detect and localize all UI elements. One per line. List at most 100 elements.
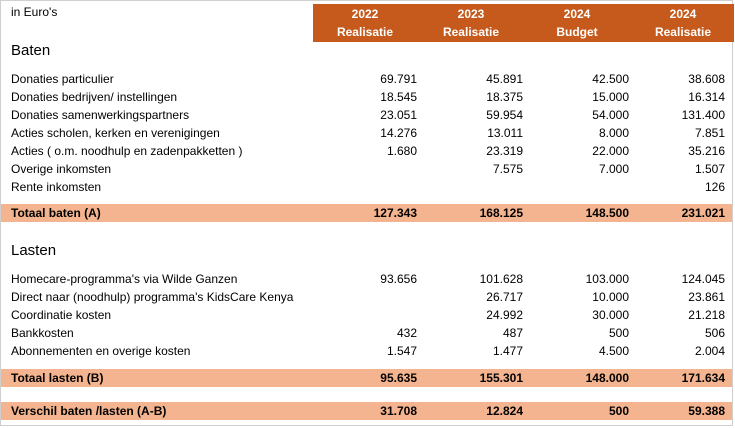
cell-2023: 12.824 <box>486 404 523 418</box>
row-label: Totaal baten (A) <box>11 206 101 220</box>
cell-2024-realisatie: 35.216 <box>688 144 725 158</box>
unit-label: in Euro's <box>11 5 58 19</box>
cell-2023: 45.891 <box>486 72 523 86</box>
table-row: Bankkosten 432 487 500 506 <box>1 324 732 342</box>
cell-2024-realisatie: 21.218 <box>688 308 725 322</box>
column-header-bar: 2022 Realisatie 2023 Realisatie 2024 Bud… <box>313 4 734 42</box>
cell-2024-budget: 54.000 <box>592 108 629 122</box>
section-heading-baten: Baten <box>1 39 732 61</box>
row-label: Donaties samenwerkingspartners <box>11 108 190 122</box>
cell-2023: 26.717 <box>486 290 523 304</box>
cell-2024-realisatie: 124.045 <box>681 272 725 286</box>
table-row: Overige inkomsten 7.575 7.000 1.507 <box>1 160 732 178</box>
cell-2024-budget: 22.000 <box>592 144 629 158</box>
table-row: Acties ( o.m. noodhulp en zadenpakketten… <box>1 142 732 160</box>
column-year: 2024 <box>563 7 591 21</box>
cell-2023: 13.011 <box>487 126 523 140</box>
cell-2022: 1.547 <box>386 344 417 358</box>
cell-2024-budget: 15.000 <box>592 90 629 104</box>
cell-2024-budget: 148.000 <box>585 371 629 385</box>
table-row: Abonnementen en overige kosten 1.547 1.4… <box>1 342 732 360</box>
cell-2024-budget: 500 <box>608 326 629 340</box>
cell-2022: 23.051 <box>380 108 417 122</box>
cell-2024-budget: 30.000 <box>592 308 629 322</box>
column-header-2022-realisatie: 2022 Realisatie <box>313 4 417 42</box>
row-label: Donaties particulier <box>11 72 114 86</box>
cell-2023: 168.125 <box>479 206 523 220</box>
section-heading-lasten: Lasten <box>1 239 732 261</box>
row-label: Rente inkomsten <box>11 180 102 194</box>
cell-2024-budget: 7.000 <box>598 162 629 176</box>
row-label: Donaties bedrijven/ instellingen <box>11 90 178 104</box>
cell-2024-budget: 148.500 <box>585 206 629 220</box>
cell-2022: 95.635 <box>380 371 417 385</box>
cell-2024-realisatie: 126 <box>704 180 725 194</box>
cell-2024-realisatie: 2.004 <box>694 344 725 358</box>
cell-2023: 155.301 <box>479 371 523 385</box>
table-row: Acties scholen, kerken en verenigingen 1… <box>1 124 732 142</box>
row-label: Direct naar (noodhulp) programma's KidsC… <box>11 290 294 304</box>
column-header-2024-realisatie: 2024 Realisatie <box>631 4 735 42</box>
cell-2024-realisatie: 171.634 <box>681 371 725 385</box>
column-type: Realisatie <box>654 25 712 39</box>
cell-2022: 432 <box>396 326 417 340</box>
row-label: Abonnementen en overige kosten <box>11 344 191 358</box>
row-label: Bankkosten <box>11 326 74 340</box>
cell-2024-realisatie: 131.400 <box>681 108 725 122</box>
row-label: Homecare-programma's via Wilde Ganzen <box>11 272 238 286</box>
cell-2022: 127.343 <box>373 206 417 220</box>
cell-2024-budget: 8.000 <box>598 126 629 140</box>
table-row: Rente inkomsten 126 <box>1 178 732 196</box>
table-row: Homecare-programma's via Wilde Ganzen 93… <box>1 270 732 288</box>
cell-2024-realisatie: 231.021 <box>681 206 725 220</box>
cell-2022: 18.545 <box>380 90 417 104</box>
table-row: Donaties samenwerkingspartners 23.051 59… <box>1 106 732 124</box>
cell-2024-budget: 10.000 <box>592 290 629 304</box>
section-title: Lasten <box>11 241 57 259</box>
cell-2022: 69.791 <box>380 72 417 86</box>
table-row: Donaties particulier 69.791 45.891 42.50… <box>1 70 732 88</box>
column-header-2024-budget: 2024 Budget <box>525 4 629 42</box>
table-row: Coordinatie kosten 24.992 30.000 21.218 <box>1 306 732 324</box>
cell-2024-budget: 500 <box>608 404 629 418</box>
column-year: 2023 <box>457 7 485 21</box>
table-row: Direct naar (noodhulp) programma's KidsC… <box>1 288 732 306</box>
cell-2024-realisatie: 1.507 <box>694 162 725 176</box>
cell-2024-budget: 103.000 <box>585 272 629 286</box>
cell-2024-realisatie: 38.608 <box>688 72 725 86</box>
cell-2024-realisatie: 23.861 <box>688 290 725 304</box>
cell-2024-realisatie: 16.314 <box>688 90 725 104</box>
cell-2024-realisatie: 7.851 <box>694 126 725 140</box>
row-label: Coordinatie kosten <box>11 308 112 322</box>
column-type: Realisatie <box>336 25 394 39</box>
total-row-baten: Totaal baten (A) 127.343 168.125 148.500… <box>1 204 732 222</box>
row-label: Acties ( o.m. noodhulp en zadenpakketten… <box>11 144 243 158</box>
cell-2023: 59.954 <box>486 108 523 122</box>
cell-2023: 7.575 <box>492 162 523 176</box>
cell-2022: 31.708 <box>380 404 417 418</box>
difference-row: Verschil baten /lasten (A-B) 31.708 12.8… <box>1 402 732 420</box>
row-label: Acties scholen, kerken en verenigingen <box>11 126 220 140</box>
column-type: Realisatie <box>442 25 500 39</box>
cell-2023: 487 <box>502 326 523 340</box>
row-label: Totaal lasten (B) <box>11 371 104 385</box>
cell-2024-realisatie: 59.388 <box>688 404 725 418</box>
column-header-2023-realisatie: 2023 Realisatie <box>419 4 523 42</box>
cell-2023: 18.375 <box>486 90 523 104</box>
row-label: Verschil baten /lasten (A-B) <box>11 404 167 418</box>
cell-2022: 1.680 <box>386 144 417 158</box>
cell-2023: 23.319 <box>486 144 523 158</box>
cell-2022: 93.656 <box>380 272 417 286</box>
total-row-lasten: Totaal lasten (B) 95.635 155.301 148.000… <box>1 369 732 387</box>
column-type: Budget <box>556 25 598 39</box>
cell-2024-budget: 4.500 <box>598 344 629 358</box>
section-title: Baten <box>11 41 51 59</box>
row-label: Overige inkomsten <box>11 162 112 176</box>
cell-2024-realisatie: 506 <box>704 326 725 340</box>
cell-2023: 24.992 <box>486 308 523 322</box>
cell-2023: 101.628 <box>479 272 523 286</box>
table-row: Donaties bedrijven/ instellingen 18.545 … <box>1 88 732 106</box>
cell-2023: 1.477 <box>492 344 523 358</box>
cell-2024-budget: 42.500 <box>592 72 629 86</box>
